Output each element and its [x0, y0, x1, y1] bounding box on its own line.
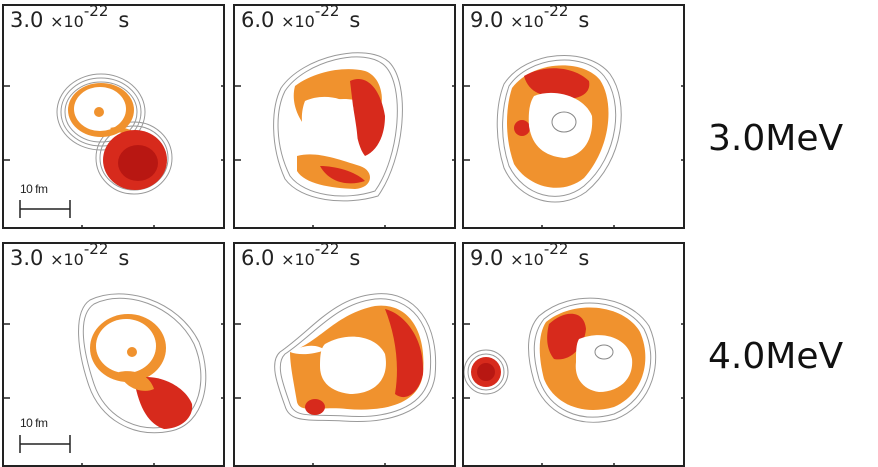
- scale-bar: [19, 435, 71, 453]
- panel-row1-t3: 9.0 ×10-22 s: [462, 4, 685, 229]
- panel-row1-t1: 3.0 ×10-22 s 10 fm: [2, 4, 225, 229]
- time-label: 6.0 ×10-22 s: [241, 242, 361, 270]
- time-label: 9.0 ×10-22 s: [470, 242, 590, 270]
- scale-bar-label: 10 fm: [20, 182, 48, 196]
- density-plot: [4, 73, 223, 227]
- panel-row2-t3: 9.0 ×10-22 s: [462, 242, 685, 467]
- time-label: 3.0 ×10-22 s: [10, 4, 130, 32]
- density-plot: [4, 293, 223, 465]
- time-label: 6.0 ×10-22 s: [241, 4, 361, 32]
- scale-bar-label: 10 fm: [20, 416, 48, 430]
- panel-row2-t2: 6.0 ×10-22 s: [233, 242, 456, 467]
- energy-label-row2: 4.0MeV: [708, 336, 844, 377]
- tick-marks: [4, 85, 223, 227]
- density-plot: [464, 297, 683, 465]
- panel-row1-t2: 6.0 ×10-22 s: [233, 4, 456, 229]
- time-label: 3.0 ×10-22 s: [10, 242, 130, 270]
- density-plot: [235, 52, 454, 227]
- time-label: 9.0 ×10-22 s: [470, 4, 590, 32]
- energy-label-row1: 3.0MeV: [708, 118, 844, 159]
- density-plot: [235, 293, 454, 465]
- panel-row2-t1: 3.0 ×10-22 s 10 fm: [2, 242, 225, 467]
- scale-bar: [19, 200, 71, 218]
- density-plot: [464, 55, 683, 227]
